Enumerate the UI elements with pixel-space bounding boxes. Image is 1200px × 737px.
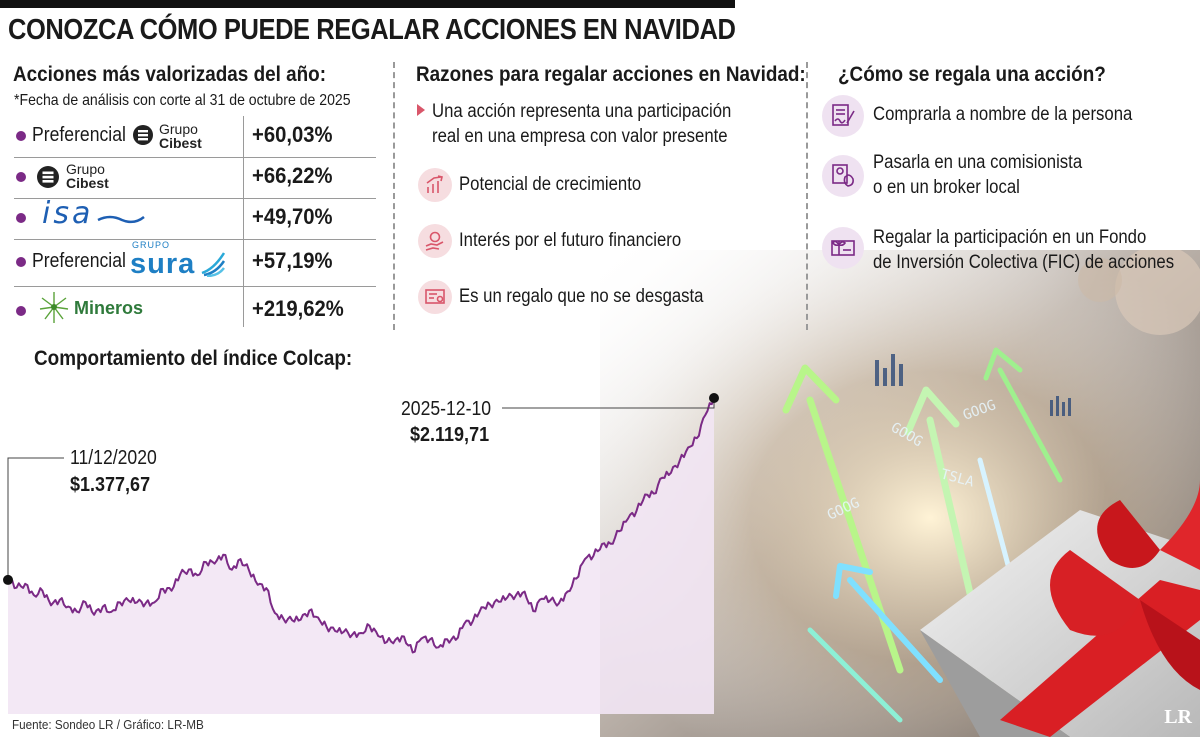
sura-wing-icon — [201, 252, 226, 277]
lr-logo: LR — [1164, 706, 1192, 728]
reasons-heading: Razones para regalar acciones en Navidad… — [416, 63, 806, 86]
logo-text-bottom: Cibest — [66, 175, 109, 191]
stock-prefix: Preferencial — [32, 250, 126, 272]
cibest-logo-icon — [37, 166, 59, 188]
table-divider — [243, 239, 244, 286]
stock-row: Mineros +219,62% — [14, 286, 376, 327]
end-value-label: $2.119,71 — [410, 424, 490, 446]
bullet-dot — [16, 172, 26, 182]
chart-area-fill — [8, 398, 714, 714]
mineros-logo: Mineros — [74, 298, 144, 318]
reason-1-line-1: Una acción representa una participación — [432, 101, 732, 122]
how-item-3-line-2: de Inversión Colectiva (FIC) de acciones — [873, 252, 1175, 273]
stock-value: +219,62% — [252, 296, 344, 321]
logo-text-top: Grupo — [159, 121, 198, 137]
how-item-1: Comprarla a nombre de la persona — [873, 104, 1133, 125]
gift-card-icon — [822, 227, 864, 269]
table-divider — [243, 116, 244, 157]
stocks-heading: Acciones más valorizadas del año: — [13, 63, 327, 86]
how-item-2-line-2: o en un broker local — [873, 177, 1020, 198]
colcap-series-line — [7, 397, 715, 654]
isa-logo: isa — [42, 196, 94, 231]
stock-row: Grupo Cibest +66,22% — [14, 157, 376, 199]
isa-swoosh-icon — [97, 215, 145, 224]
stock-row: Preferencial Grupo Cibest +60,03% — [14, 116, 376, 158]
how-item-3-line-1: Regalar la participación en un Fondo — [873, 227, 1147, 248]
bullet-dot — [16, 213, 26, 223]
reason-2: Potencial de crecimiento — [459, 174, 642, 195]
reason-4: Es un regalo que no se desgasta — [459, 286, 704, 307]
end-date-label: 2025-12-10 — [401, 398, 492, 420]
money-bag-document-icon — [822, 155, 864, 197]
end-point-marker — [709, 393, 719, 403]
growth-chart-icon — [418, 168, 452, 202]
sura-logo-top: GRUPO — [132, 240, 171, 250]
column-divider — [393, 62, 395, 330]
triangle-bullet-icon — [417, 104, 425, 116]
analysis-date-note: *Fecha de análisis con corte al 31 de oc… — [14, 92, 351, 109]
top-bar — [0, 0, 735, 8]
start-date-label: 11/12/2020 — [70, 447, 157, 469]
stock-prefix: Preferencial — [32, 124, 126, 146]
column-divider — [806, 62, 808, 330]
stock-row: isa +49,70% — [14, 196, 376, 240]
start-point-marker — [3, 574, 13, 585]
chart-heading: Comportamiento del índice Colcap: — [34, 347, 353, 370]
logo-text-top: Grupo — [66, 161, 105, 177]
source-credit: Fuente: Sondeo LR / Gráfico: LR-MB — [12, 717, 204, 732]
how-item-2-line-1: Pasarla en una comisionista — [873, 152, 1083, 173]
certificate-icon — [418, 280, 452, 314]
start-annotation-leader — [7, 457, 64, 580]
sura-logo: sura — [130, 248, 196, 280]
money-hand-icon — [418, 224, 452, 258]
table-divider — [243, 157, 244, 198]
reason-1-line-2: real en una empresa con valor presente — [432, 126, 728, 147]
signed-document-icon — [822, 95, 864, 137]
logo-text-bottom: Cibest — [159, 135, 202, 151]
table-divider — [243, 286, 244, 327]
gift-illustration: GOOG TSLA GOOG GOOG — [600, 250, 1200, 737]
bullet-dot — [16, 306, 26, 316]
start-value-label: $1.377,67 — [70, 474, 151, 496]
stock-row: Preferencial GRUPO sura +57,19% — [14, 239, 376, 287]
bullet-dot — [16, 131, 26, 141]
stock-value: +60,03% — [252, 122, 333, 147]
mineros-dandelion-icon — [39, 292, 69, 323]
bullet-dot — [16, 257, 26, 267]
stock-value: +57,19% — [252, 248, 333, 273]
cibest-logo-icon — [133, 125, 153, 145]
reason-3: Interés por el futuro financiero — [459, 230, 682, 251]
how-heading: ¿Cómo se regala una acción? — [838, 63, 1106, 86]
end-annotation-leader — [502, 398, 715, 409]
stock-value: +66,22% — [252, 163, 333, 188]
table-divider — [243, 198, 244, 239]
stock-value: +49,70% — [252, 204, 333, 229]
page-title: CONOZCA CÓMO PUEDE REGALAR ACCIONES EN N… — [8, 14, 736, 46]
